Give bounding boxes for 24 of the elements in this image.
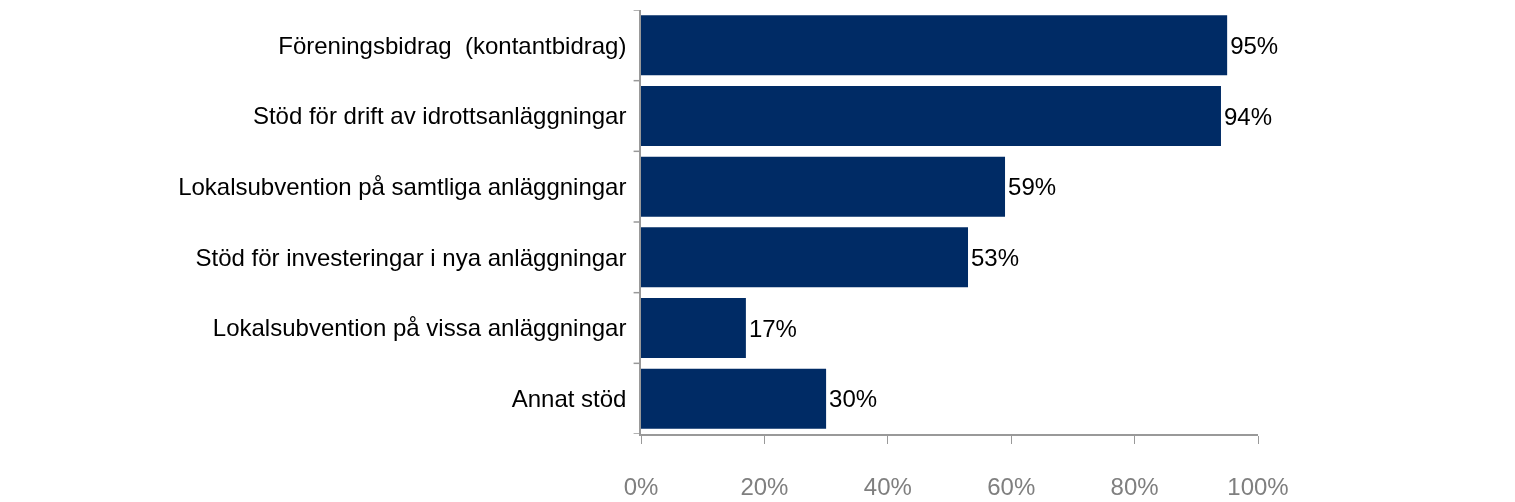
data-label: 53% — [971, 243, 1020, 271]
bar — [641, 156, 1006, 217]
data-label: 17% — [748, 314, 797, 342]
data-label: 95% — [1230, 31, 1279, 59]
data-label: 94% — [1223, 102, 1273, 130]
bar — [641, 85, 1221, 147]
y-tick-label: Föreningsbidrag (kontantbidrag) — [278, 31, 627, 59]
y-tick-label: Lokalsubvention på samtliga anläggningar — [178, 173, 627, 201]
data-label: 30% — [829, 385, 878, 413]
x-tick-label: 80% — [1110, 472, 1159, 500]
x-tick-label: 60% — [987, 472, 1036, 500]
data-label: 59% — [1008, 173, 1057, 201]
x-tick-label: 20% — [740, 472, 789, 500]
y-tick-label: Lokalsubvention på vissa anläggningar — [212, 314, 627, 342]
bar — [641, 368, 827, 429]
x-tick-label: 40% — [863, 472, 912, 500]
x-tick-label: 0% — [623, 472, 659, 500]
y-tick-label: Stöd för drift av idrottsanläggningar — [252, 102, 627, 130]
bar — [641, 227, 969, 288]
bar — [641, 297, 746, 359]
y-tick-label: Annat stöd — [511, 385, 627, 413]
y-tick-label: Stöd för investeringar i nya anläggningar — [195, 243, 627, 271]
bar — [641, 15, 1228, 76]
x-tick-label: 100% — [1227, 472, 1289, 500]
